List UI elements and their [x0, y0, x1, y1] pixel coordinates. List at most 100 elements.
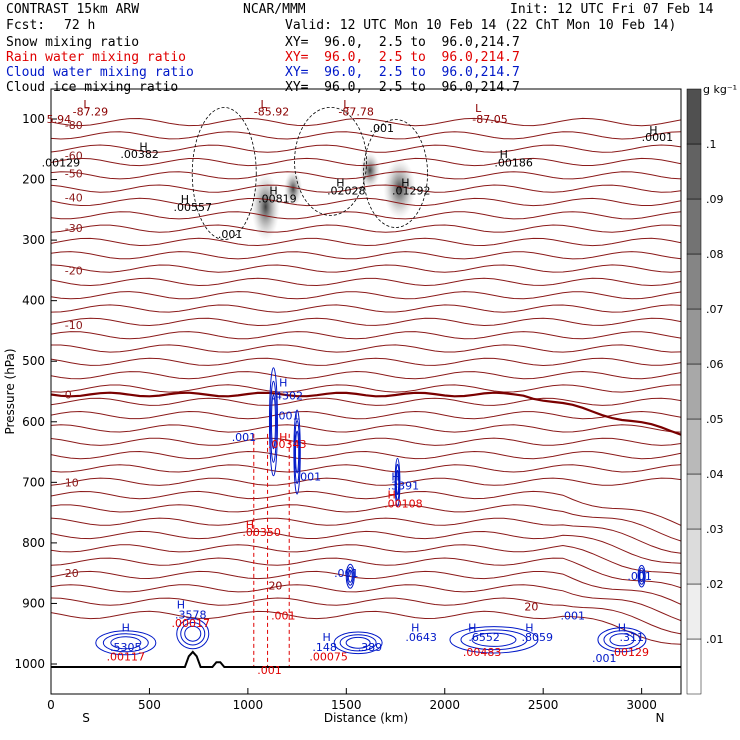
y-tick-label: 100 [22, 112, 45, 126]
x-tick-label: 500 [138, 698, 161, 712]
cloud-water-contour-9 [597, 627, 647, 653]
contour-annotation: .00819 [258, 192, 297, 205]
x-end-label-south: S [82, 711, 90, 725]
contour-annotation: .001 [627, 570, 652, 583]
temperature-contour [51, 477, 681, 486]
cloud-water-contour-6 [176, 618, 210, 650]
colorbar-tick-label: .07 [706, 303, 724, 316]
cloud-water-contour-0 [270, 394, 276, 450]
contour-annotation: .00186 [494, 157, 533, 170]
contour-annotation: .3391 [388, 479, 420, 492]
chart-title: CONTRAST 15km ARW [6, 2, 140, 17]
contour-annotation: .00129 [42, 157, 81, 170]
contour-annotation: .00557 [174, 201, 213, 214]
field-name-snow: Snow mixing ratio [6, 35, 140, 50]
cloud-water-contour-3 [347, 569, 353, 583]
colorbar-swatch [686, 88, 702, 145]
temperature-contour [51, 517, 681, 554]
contour-annotation: .00017 [172, 617, 211, 630]
cloud-water-contour-3 [346, 566, 354, 586]
x-tick-label: 2500 [528, 698, 559, 712]
contour-annotation: .001 [370, 122, 395, 135]
cloud-water-contour-7 [333, 631, 383, 655]
colorbar-tick-label: .06 [706, 358, 724, 371]
temperature-contour [51, 384, 681, 393]
contour-annotation: .00382 [120, 148, 159, 161]
temperature-contour [51, 370, 681, 380]
temperature-contour [51, 597, 681, 635]
cloud-water-contour-3 [345, 563, 355, 589]
colorbar-swatch [686, 473, 702, 530]
cloud-water-contour-5 [95, 630, 157, 656]
colorbar-tick-label: .08 [706, 248, 724, 261]
model-center: NCAR/MMM [243, 2, 306, 17]
contour-annotation: .5305 [110, 641, 142, 654]
colorbar-swatch [686, 583, 702, 640]
x-end-label-north: N [656, 711, 665, 725]
contour-annotation: 20 [268, 579, 282, 592]
cloud-water-contour-4 [638, 567, 645, 585]
snow-shading-0 [251, 172, 280, 241]
cloud-water-contour-2 [395, 469, 400, 495]
contour-annotation: H [279, 431, 287, 444]
contour-annotation: .0001 [642, 131, 674, 144]
field-name-cloud-water: Cloud water mixing ratio [6, 65, 194, 80]
y-tick-label: 700 [22, 475, 45, 489]
colorbar-swatch [686, 528, 702, 585]
contour-annotation: .00129 [611, 646, 650, 659]
temperature-contour [51, 504, 681, 542]
x-tick-label: 3000 [626, 698, 657, 712]
temperature-contour [51, 424, 681, 433]
cloud-water-contour-2 [395, 463, 400, 501]
temperature-contour [51, 331, 681, 340]
temperature-contour [51, 357, 681, 367]
y-tick-label: 300 [22, 233, 45, 247]
contour-annotation: H [618, 622, 626, 635]
contour-annotation: .00350 [242, 526, 281, 539]
field-xy-snow: XY= 96.0, 2.5 to 96.0,214.7 [285, 35, 520, 50]
y-tick-label: 900 [22, 596, 45, 610]
temperature-label: -40 [65, 192, 83, 205]
field-name-rain: Rain water mixing ratio [6, 50, 187, 65]
temperature-contour [51, 291, 681, 300]
field-xy-cloud-water: XY= 96.0, 2.5 to 96.0,214.7 [285, 65, 520, 80]
contour-annotation: H [279, 376, 287, 389]
temperature-contour [51, 131, 681, 140]
temperature-label: 0 [65, 389, 72, 402]
temperature-contour [51, 211, 681, 220]
init-time: Init: 12 UTC Fri 07 Feb 14 [510, 2, 714, 17]
cloud-water-contour-1 [293, 409, 301, 495]
temperature-label: -80 [65, 119, 83, 132]
colorbar-tick-label: .05 [706, 413, 724, 426]
cloud-water-contour-6 [184, 625, 202, 642]
contour-annotation: H [336, 177, 344, 190]
contour-annotation: .0643 [405, 631, 437, 644]
colorbar-swatch [686, 638, 702, 695]
y-tick-label: 400 [22, 294, 45, 308]
cloud-water-contour-1 [294, 420, 300, 485]
contour-annotation: .00483 [463, 646, 502, 659]
temperature-contour [51, 237, 681, 247]
temperature-contour [51, 197, 681, 207]
cloud-water-contour-7 [339, 634, 377, 652]
contour-annotation: H [500, 148, 508, 161]
contour-annotation: H [411, 622, 419, 635]
temperature-contour [51, 317, 681, 327]
field-name-cloud-ice: Cloud ice mixing ratio [6, 80, 179, 95]
y-tick-label: 1000 [14, 657, 45, 671]
contour-annotation: H [322, 631, 330, 644]
contour-annotation: L [475, 102, 482, 115]
contour-annotation: .389 [358, 641, 383, 654]
colorbar-swatch [686, 363, 702, 420]
contour-annotation: H [525, 622, 533, 635]
cloud-water-contour-6 [180, 621, 206, 646]
plot-frame [50, 88, 682, 695]
freezing-level-contour [51, 391, 681, 436]
contour-annotation: .4302 [272, 390, 304, 403]
x-axis-label: Distance (km) [324, 711, 408, 725]
contour-annotation: .00117 [107, 651, 146, 664]
contour-annotation: -87.78 [338, 106, 373, 119]
forecast-label: Fcst: [6, 18, 46, 33]
contour-annotation: .001 [560, 610, 585, 623]
contour-annotation: .00108 [384, 498, 423, 511]
